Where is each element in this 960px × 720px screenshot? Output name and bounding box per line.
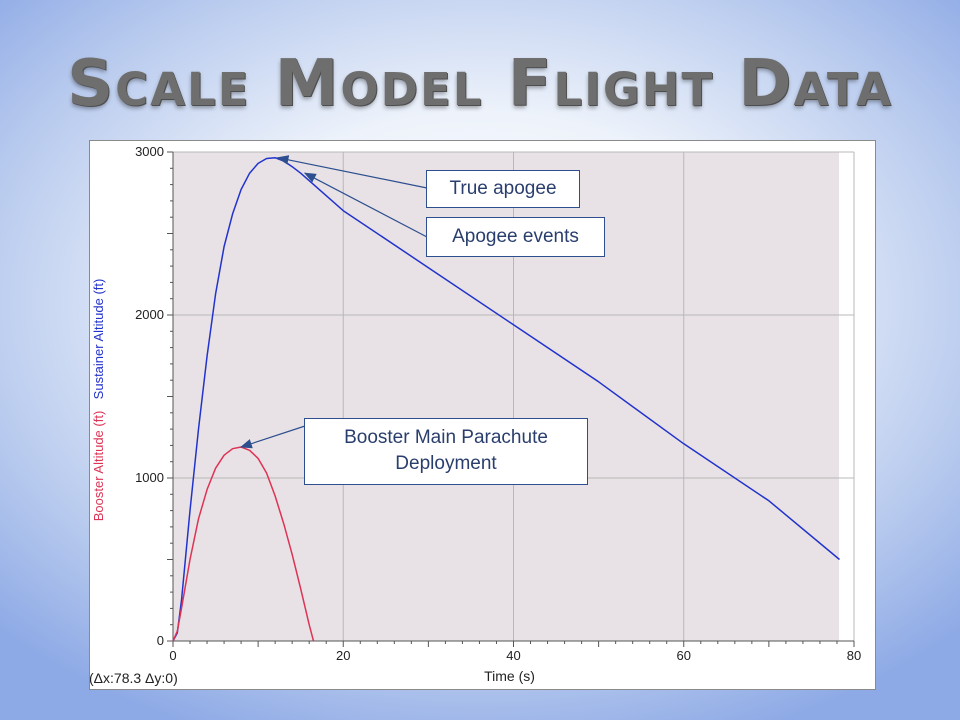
annotation-leader-1 bbox=[303, 172, 428, 238]
slide-title: Scale Model Flight Data bbox=[67, 47, 893, 121]
y-tick-label: 0 bbox=[157, 633, 164, 648]
y-axis-label-booster: Booster Altitude (ft) bbox=[91, 411, 106, 522]
x-tick-label: 20 bbox=[336, 648, 350, 663]
y-tick-label: 1000 bbox=[135, 470, 164, 485]
x-tick-label: 60 bbox=[677, 648, 691, 663]
y-axis-label-sustainer: Sustainer Altitude (ft) bbox=[91, 279, 106, 400]
x-axis-label: Time (s) bbox=[484, 668, 535, 684]
sustainer-altitude-line bbox=[172, 156, 840, 642]
x-tick-label: 40 bbox=[506, 648, 520, 663]
delta-readout: (Δx:78.3 Δy:0) bbox=[90, 670, 178, 686]
callout-booster-parachute: Booster Main Parachute Deployment bbox=[304, 418, 588, 485]
callout-apogee-events: Apogee events bbox=[426, 217, 605, 257]
x-tick-label: 0 bbox=[169, 648, 176, 663]
x-tick-label: 80 bbox=[847, 648, 861, 663]
annotation-leader-2 bbox=[239, 425, 306, 449]
y-tick-label: 3000 bbox=[135, 144, 164, 159]
callout-true-apogee: True apogee bbox=[426, 170, 580, 208]
annotation-leader-0 bbox=[276, 155, 428, 189]
y-tick-label: 2000 bbox=[135, 307, 164, 322]
